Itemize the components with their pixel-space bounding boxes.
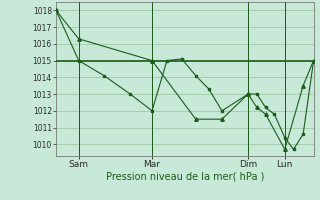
X-axis label: Pression niveau de la mer( hPa ): Pression niveau de la mer( hPa ) bbox=[106, 172, 264, 182]
